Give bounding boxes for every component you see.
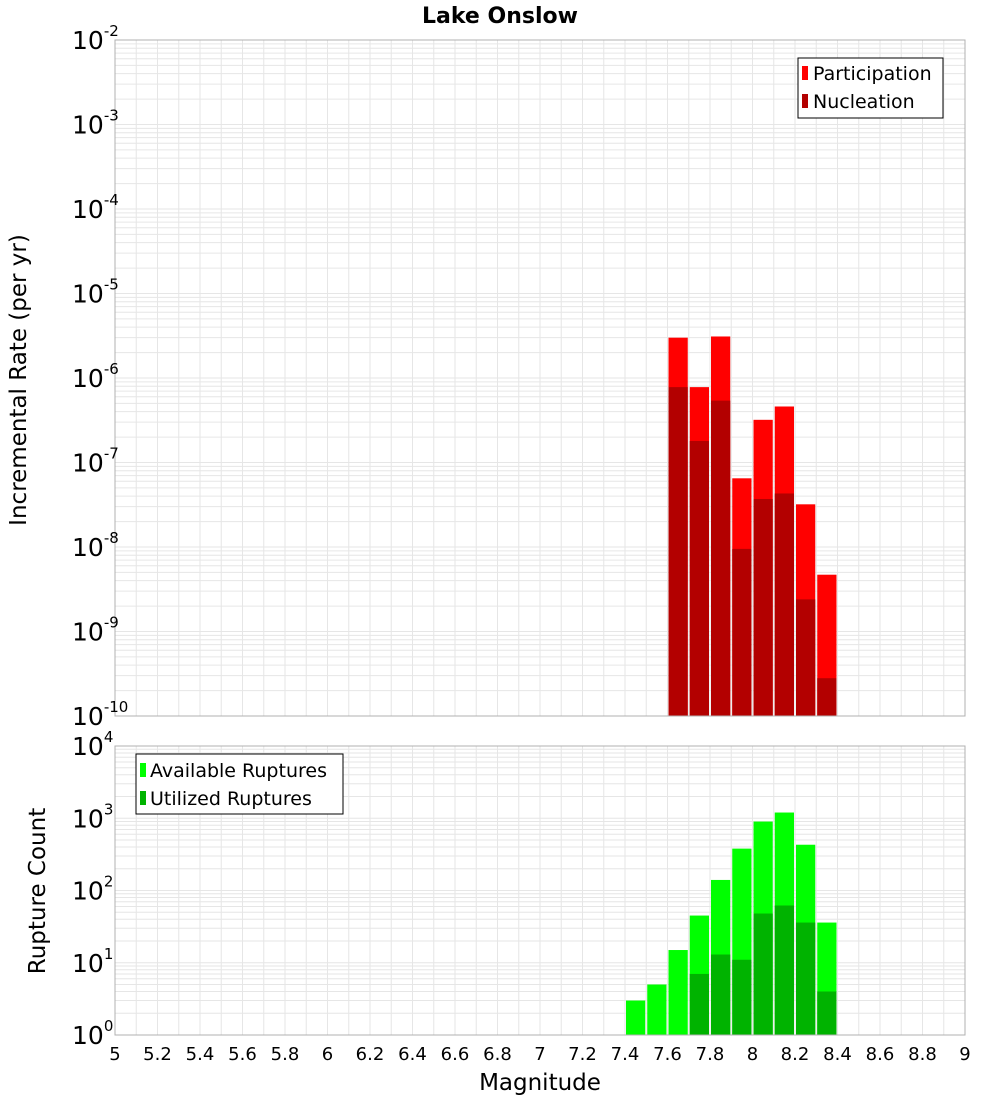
x-tick-label: 6.8	[483, 1044, 512, 1065]
chart-title: Lake Onslow	[422, 4, 578, 29]
y-tick-label: 10-5	[72, 276, 119, 309]
utilized-ruptures-legend-swatch	[140, 791, 146, 805]
available-ruptures-legend-swatch	[140, 763, 146, 777]
x-tick-label: 6.4	[398, 1044, 427, 1065]
x-tick-label: 6.6	[441, 1044, 470, 1065]
x-tick-label: 7.2	[568, 1044, 597, 1065]
x-tick-label: 5.6	[228, 1044, 257, 1065]
x-axis-tick-labels: 5 5.2 5.4 5.6 5.8 6 6.2 6.4 6.6 6.8 7 7.2 7.4 7.6 7.8 8…	[109, 1044, 970, 1065]
x-tick-label: 8.2	[781, 1044, 810, 1065]
utilized-ruptures-legend-label: Utilized Ruptures	[150, 788, 312, 810]
x-tick-label: 7.4	[611, 1044, 640, 1065]
top-bar-nucleation	[668, 387, 688, 716]
x-tick-label: 5.4	[186, 1044, 215, 1065]
nucleation-legend-swatch	[802, 94, 808, 108]
top-bar-nucleation	[711, 400, 731, 716]
bottom-plot-frame	[114, 745, 966, 1036]
bottom-legend-box	[135, 753, 344, 815]
bottom-bar-utilized-ruptures	[732, 959, 752, 1035]
y-tick-label: 10-4	[72, 191, 119, 224]
bottom-plot-y-axis-label: Rupture Count	[25, 808, 51, 974]
y-tick-label: 102	[72, 873, 113, 906]
y-tick-label: 10-7	[72, 445, 119, 478]
top-plot: 10-10 10-9 10-8 10-7 10-6 10-5 10-4 10-3 10-2 In…	[6, 22, 966, 731]
bottom-bar-available-ruptures	[626, 1000, 646, 1035]
x-tick-label: 8	[747, 1044, 758, 1065]
bottom-bar-available-ruptures	[647, 984, 667, 1035]
bottom-plot: 100 101 102 103 104 5 5.2 5.4 5.6 5.8 6 6.2 6.4 6.6 6…	[25, 728, 971, 1096]
top-plot-gridlines	[114, 40, 966, 717]
available-ruptures-legend-label: Available Ruptures	[150, 760, 327, 782]
x-tick-label: 7.6	[653, 1044, 682, 1065]
bottom-plot-bars	[626, 812, 837, 1035]
y-tick-label: 10-10	[72, 698, 128, 731]
top-bar-nucleation	[796, 599, 816, 716]
x-tick-label: 5	[109, 1044, 120, 1065]
participation-legend-label: Participation	[813, 63, 932, 85]
x-tick-label: 6.2	[356, 1044, 385, 1065]
y-tick-label: 10-6	[72, 360, 119, 393]
top-bar-nucleation	[689, 440, 709, 716]
x-tick-label: 5.2	[143, 1044, 172, 1065]
x-tick-label: 9	[959, 1044, 970, 1065]
bottom-bar-utilized-ruptures	[711, 954, 731, 1035]
bottom-bar-utilized-ruptures	[774, 905, 794, 1035]
x-tick-label: 6	[322, 1044, 333, 1065]
top-plot-bars	[668, 336, 837, 716]
top-bar-nucleation	[753, 498, 773, 716]
x-axis-label: Magnitude	[479, 1070, 601, 1096]
top-legend-box	[797, 57, 944, 119]
bottom-plot-y-tick-labels: 100 101 102 103 104	[72, 728, 113, 1050]
y-tick-label: 103	[72, 800, 113, 833]
nucleation-legend-label: Nucleation	[813, 91, 915, 113]
x-tick-label: 8.4	[823, 1044, 852, 1065]
top-bar-nucleation	[732, 548, 752, 716]
x-tick-label: 7.8	[696, 1044, 725, 1065]
bottom-bar-utilized-ruptures	[796, 922, 816, 1035]
y-tick-label: 100	[72, 1017, 113, 1050]
y-tick-label: 10-2	[72, 22, 119, 55]
y-tick-label: 10-3	[72, 107, 119, 140]
top-plot-legend: Participation Nucleation	[797, 57, 944, 119]
top-plot-y-tick-labels: 10-10 10-9 10-8 10-7 10-6 10-5 10-4 10-3 10-2	[72, 22, 128, 731]
y-tick-label: 10-8	[72, 529, 119, 562]
top-bar-nucleation	[817, 678, 837, 716]
x-tick-label: 7	[534, 1044, 545, 1065]
bottom-bar-utilized-ruptures	[817, 991, 837, 1035]
top-plot-frame	[114, 39, 966, 717]
x-tick-label: 5.8	[271, 1044, 300, 1065]
y-tick-label: 104	[72, 728, 113, 761]
bottom-bar-utilized-ruptures	[753, 913, 773, 1035]
top-plot-y-axis-label: Incremental Rate (per yr)	[6, 234, 32, 526]
bottom-bar-utilized-ruptures	[689, 973, 709, 1035]
participation-legend-swatch	[802, 66, 808, 80]
x-tick-label: 8.8	[908, 1044, 937, 1065]
y-tick-label: 10-9	[72, 614, 119, 647]
y-tick-label: 101	[72, 945, 113, 978]
x-tick-label: 8.6	[866, 1044, 895, 1065]
bottom-bar-available-ruptures	[668, 950, 688, 1035]
bottom-plot-legend: Available Ruptures Utilized Ruptures	[135, 753, 344, 815]
top-bar-nucleation	[774, 493, 794, 716]
